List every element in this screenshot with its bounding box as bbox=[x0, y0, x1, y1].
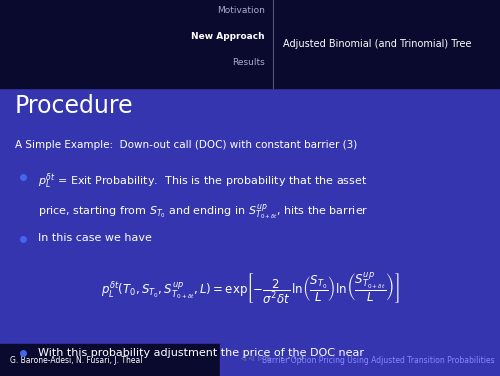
Text: With this probability adjustment the price of the DOC near: With this probability adjustment the pri… bbox=[38, 348, 364, 358]
Text: price, starting from $S_{T_0}$ and ending in $S_{T_{0+\delta t}}^{up}$, hits the: price, starting from $S_{T_0}$ and endin… bbox=[38, 203, 368, 223]
Text: Adjusted Binomial (and Trinomial) Tree: Adjusted Binomial (and Trinomial) Tree bbox=[282, 39, 471, 49]
Bar bbox=[0, 0, 500, 88]
Text: A Simple Example:  Down-out call (DOC) with constant barrier (3): A Simple Example: Down-out call (DOC) wi… bbox=[15, 139, 357, 150]
Text: In this case we have: In this case we have bbox=[38, 233, 152, 243]
Text: New Approach: New Approach bbox=[192, 32, 265, 41]
Text: Procedure: Procedure bbox=[15, 94, 134, 118]
Bar bbox=[0, 344, 220, 376]
Text: $p_L^{\delta t}$ = Exit Probability.  This is the probability that the asset: $p_L^{\delta t}$ = Exit Probability. Thi… bbox=[38, 171, 367, 191]
Text: $\lhd$  $\triangleleft$  $\triangleright$  $\rhd$    $\bullet$  $\circ\circ\circ: $\lhd$ $\triangleleft$ $\triangleright$ … bbox=[240, 354, 305, 363]
Text: $p_L^{\delta t}(T_0, S_{T_0}, S_{T_{0+\delta t}}^{up}, L) = \exp\!\left[-\dfrac{: $p_L^{\delta t}(T_0, S_{T_0}, S_{T_{0+\d… bbox=[100, 271, 400, 306]
Bar bbox=[0, 88, 500, 154]
Text: Motivation: Motivation bbox=[217, 6, 265, 15]
Text: Barrier Option Pricing Using Adjusted Transition Probabilities: Barrier Option Pricing Using Adjusted Tr… bbox=[262, 356, 495, 364]
Text: G. Barone-Adesi, N. Fusari, J. Theal: G. Barone-Adesi, N. Fusari, J. Theal bbox=[10, 356, 142, 364]
Text: Results: Results bbox=[232, 58, 265, 67]
Bar bbox=[220, 344, 500, 376]
